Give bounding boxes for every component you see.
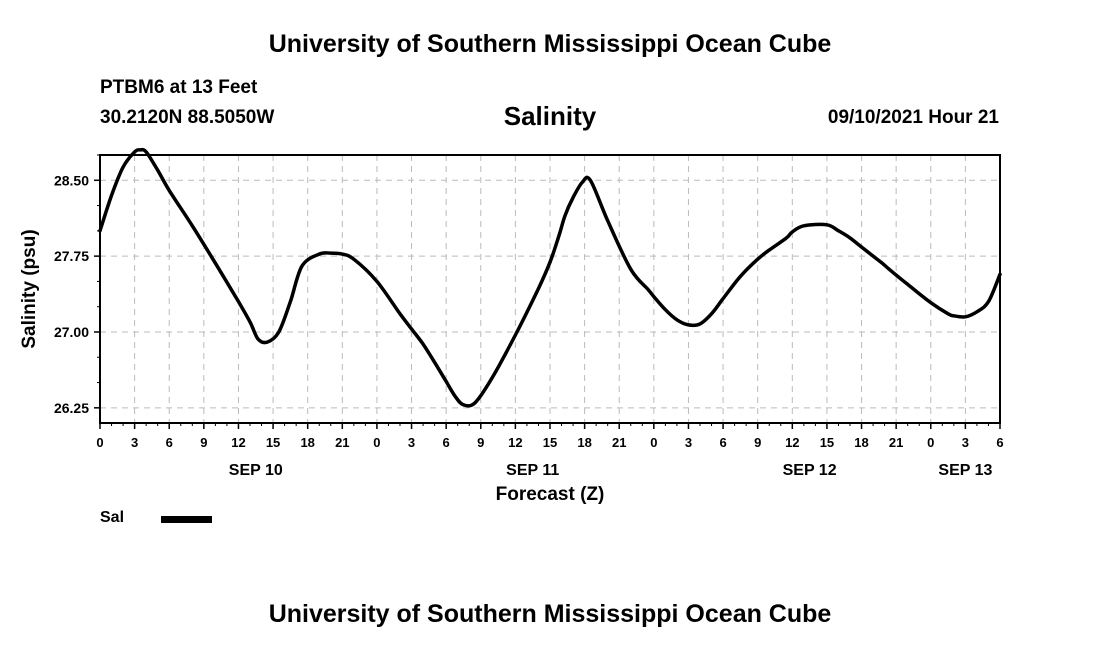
x-tick-label: 3 — [962, 435, 969, 450]
x-tick-label: 12 — [508, 435, 522, 450]
x-tick-label: 6 — [996, 435, 1003, 450]
x-tick-label: 0 — [96, 435, 103, 450]
series-layer — [98, 147, 1002, 408]
chart-title: Salinity — [503, 101, 597, 131]
series-line-sal — [98, 147, 1002, 408]
x-tick-label: 15 — [543, 435, 557, 450]
x-tick-label: 18 — [854, 435, 868, 450]
x-tick-label: 0 — [927, 435, 934, 450]
date-label: SEP 10 — [229, 462, 283, 479]
station-coordinates: 30.2120N 88.5050W — [100, 107, 275, 128]
y-tick-label: 27.00 — [54, 324, 89, 340]
y-axis-title: Salinity (psu) — [19, 229, 40, 348]
x-tick-label: 12 — [785, 435, 799, 450]
footer-title: University of Southern Mississippi Ocean… — [268, 600, 832, 628]
x-tick-label: 12 — [231, 435, 245, 450]
x-tick-label: 21 — [335, 435, 349, 450]
x-axis-title: Forecast (Z) — [496, 484, 605, 505]
x-tick-label: 9 — [200, 435, 207, 450]
x-tick-label: 9 — [477, 435, 484, 450]
x-tick-label: 18 — [300, 435, 314, 450]
x-tick-label: 6 — [443, 435, 450, 450]
x-tick-label: 21 — [612, 435, 626, 450]
y-tick-label: 27.75 — [54, 248, 89, 264]
x-tick-label: 21 — [889, 435, 903, 450]
date-label: SEP 12 — [783, 462, 837, 479]
x-tick-label: 15 — [266, 435, 280, 450]
axis-ticks — [94, 154, 1001, 429]
legend-line-swatch — [161, 516, 212, 523]
axis-labels: 0 3 6 9 12 15 18 21 0 3 6 9 12 15 18 21 0 3 6 9 12 15 18 21 0 3 6 2… — [19, 172, 1004, 505]
valid-time: 09/10/2021 Hour 21 — [827, 107, 999, 128]
header-title: University of Southern Mississippi Ocean… — [268, 30, 832, 58]
x-tick-label: 15 — [820, 435, 834, 450]
x-tick-label: 9 — [754, 435, 761, 450]
x-tick-label: 6 — [719, 435, 726, 450]
x-tick-label: 6 — [166, 435, 173, 450]
x-tick-label: 18 — [577, 435, 591, 450]
legend-label: Sal — [100, 509, 125, 526]
station-name: PTBM6 at 13 Feet — [100, 77, 258, 98]
y-tick-label: 28.50 — [54, 172, 89, 188]
date-label: SEP 13 — [938, 462, 992, 479]
x-tick-label: 3 — [131, 435, 138, 450]
date-label: SEP 11 — [506, 462, 559, 479]
x-tick-label: 0 — [650, 435, 657, 450]
x-tick-label: 0 — [373, 435, 380, 450]
grid-lines — [100, 155, 1000, 423]
x-tick-label: 3 — [408, 435, 415, 450]
y-tick-label: 26.25 — [54, 400, 89, 416]
x-tick-label: 3 — [685, 435, 692, 450]
